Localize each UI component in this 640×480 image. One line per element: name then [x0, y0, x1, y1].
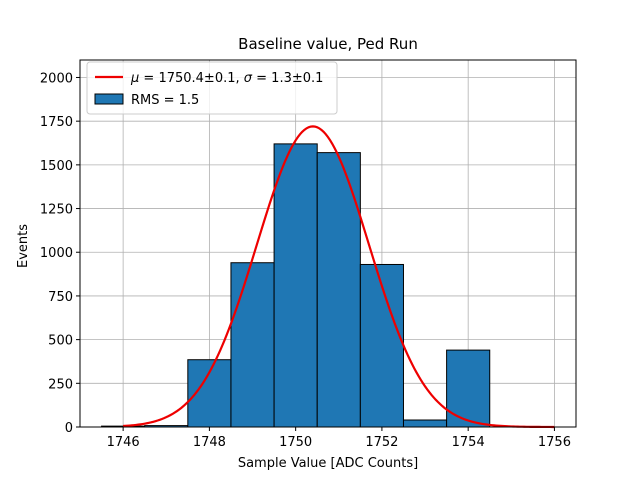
x-tick-label: 1750 — [279, 435, 312, 450]
histogram-bar — [273, 143, 318, 428]
plot-frame — [79, 59, 577, 428]
legend-mu-value: = 1750.4±0.1, — [139, 71, 243, 86]
x-axis-ticks: 1746 1748 1750 1752 1754 1756 — [107, 427, 571, 450]
histogram-bar — [316, 152, 361, 428]
y-tick-label: 1250 — [40, 203, 73, 218]
chart-title: Baseline value, Ped Run — [238, 35, 418, 53]
legend-sigma-value: = 1.3±0.1 — [252, 71, 323, 86]
y-tick-label: 1000 — [40, 246, 73, 261]
y-tick-label: 2000 — [40, 71, 73, 86]
legend: μ = 1750.4±0.1, σ = 1.3±0.1 RMS = 1.5 — [86, 61, 338, 115]
y-tick-label: 500 — [48, 334, 73, 349]
histogram-bar — [446, 349, 491, 428]
x-tick-label: 1748 — [193, 435, 226, 450]
y-tick-label: 750 — [48, 290, 73, 305]
x-tick-label: 1754 — [452, 435, 485, 450]
x-axis-label: Sample Value [ADC Counts] — [238, 456, 418, 471]
x-tick-label: 1752 — [365, 435, 398, 450]
x-tick-label: 1746 — [107, 435, 140, 450]
legend-fit-label: μ = 1750.4±0.1, σ = 1.3±0.1 — [130, 71, 323, 86]
y-axis-ticks: 0 250 500 750 1000 1250 1500 1750 2000 — [40, 71, 80, 436]
y-tick-label: 0 — [65, 421, 73, 436]
gaussian-fit-curve — [123, 125, 555, 429]
legend-sigma-symbol: σ — [244, 71, 253, 86]
y-axis-label: Events — [16, 224, 31, 268]
y-tick-label: 1500 — [40, 159, 73, 174]
histogram-bars — [101, 143, 491, 428]
x-tick-label: 1756 — [538, 435, 571, 450]
legend-mu-symbol: μ — [130, 71, 139, 86]
histogram-bar — [402, 419, 448, 428]
legend-box — [86, 61, 338, 115]
y-tick-label: 250 — [48, 377, 73, 392]
legend-histogram-swatch — [94, 93, 124, 105]
legend-histogram-label: RMS = 1.5 — [131, 93, 199, 108]
histogram-bar — [230, 262, 275, 428]
y-tick-label: 1750 — [40, 115, 73, 130]
